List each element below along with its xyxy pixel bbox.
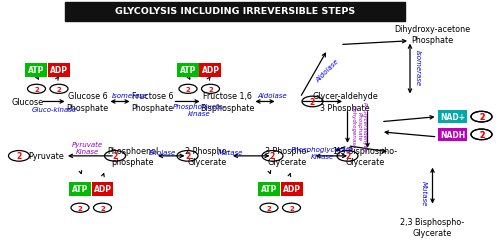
- Text: 2 Phospho-
Glycerate: 2 Phospho- Glycerate: [185, 146, 230, 166]
- Text: Phosphoenol
phosphate: Phosphoenol phosphate: [107, 146, 158, 166]
- FancyBboxPatch shape: [200, 64, 222, 78]
- FancyBboxPatch shape: [69, 182, 91, 196]
- Text: 2: 2: [479, 113, 484, 122]
- Text: 2: 2: [266, 205, 272, 211]
- FancyBboxPatch shape: [65, 3, 405, 21]
- Text: GLYCOLYSIS INCLUDING IRREVERSIBLE STEPS: GLYCOLYSIS INCLUDING IRREVERSIBLE STEPS: [115, 7, 355, 16]
- Text: Phosphoglycerate
Kinase: Phosphoglycerate Kinase: [291, 146, 354, 159]
- Text: 2: 2: [479, 130, 484, 139]
- Text: Fructose 6
Phosphate: Fructose 6 Phosphate: [132, 92, 173, 112]
- Text: ADP: ADP: [50, 66, 68, 75]
- Text: 2: 2: [56, 86, 62, 92]
- Text: Isomerase: Isomerase: [112, 93, 148, 99]
- Text: Aldolase: Aldolase: [315, 58, 340, 83]
- Text: 2: 2: [345, 152, 350, 161]
- FancyBboxPatch shape: [26, 64, 48, 78]
- Text: ADP: ADP: [282, 184, 300, 194]
- Text: 3 Phospho-
Glycerate: 3 Phospho- Glycerate: [265, 146, 310, 166]
- FancyBboxPatch shape: [438, 111, 468, 124]
- Text: NADH: NADH: [440, 130, 465, 139]
- FancyBboxPatch shape: [438, 128, 468, 141]
- Text: 2: 2: [208, 86, 213, 92]
- Text: 2: 2: [185, 152, 190, 161]
- Text: ADP: ADP: [202, 66, 220, 75]
- Text: 2: 2: [34, 86, 39, 92]
- Text: Mutase: Mutase: [421, 180, 427, 205]
- FancyBboxPatch shape: [177, 64, 199, 78]
- Text: 2: 2: [479, 130, 484, 139]
- Text: Pyruvate
Kinase: Pyruvate Kinase: [72, 141, 103, 154]
- Text: 2: 2: [78, 205, 82, 211]
- Text: Phosphofructo-
kinase: Phosphofructo- kinase: [172, 103, 226, 116]
- Text: 2: 2: [270, 152, 275, 161]
- Text: ATP: ATP: [28, 66, 44, 75]
- Text: ATP: ATP: [261, 184, 277, 194]
- Text: Pi Glyceraldehyde
Phosphate
Dehydrogenase: Pi Glyceraldehyde Phosphate Dehydrogenas…: [350, 101, 368, 151]
- FancyBboxPatch shape: [48, 64, 70, 78]
- FancyBboxPatch shape: [280, 182, 302, 196]
- FancyBboxPatch shape: [258, 182, 280, 196]
- FancyBboxPatch shape: [92, 182, 114, 196]
- Text: 1,3 Bisphospho-
Glycerate: 1,3 Bisphospho- Glycerate: [333, 146, 397, 166]
- Text: Glycer-aldehyde
3 Phosphate: Glycer-aldehyde 3 Phosphate: [312, 92, 378, 112]
- Text: 2: 2: [479, 113, 484, 122]
- Text: 2: 2: [112, 152, 117, 161]
- Text: Enolase: Enolase: [149, 149, 176, 155]
- Text: 2: 2: [186, 86, 190, 92]
- Text: Aldolase: Aldolase: [258, 93, 288, 99]
- Text: Glucose: Glucose: [12, 98, 44, 107]
- Text: Mutase: Mutase: [218, 149, 242, 155]
- Text: Isomerase: Isomerase: [414, 50, 420, 86]
- Text: NAD+: NAD+: [440, 113, 465, 122]
- Text: 2: 2: [310, 98, 315, 107]
- Text: Glucose 6
Phosphate: Glucose 6 Phosphate: [66, 92, 108, 112]
- Text: Fructose 1,6
Bisphosphate: Fructose 1,6 Bisphosphate: [200, 92, 254, 112]
- Text: Dihydroxy-acetone
Phosphate: Dihydroxy-acetone Phosphate: [394, 25, 470, 45]
- Text: Pyruvate: Pyruvate: [28, 152, 64, 161]
- Text: Gluco-kinase: Gluco-kinase: [32, 107, 76, 113]
- Text: 2: 2: [289, 205, 294, 211]
- Text: ADP: ADP: [94, 184, 112, 194]
- Text: 2: 2: [100, 205, 105, 211]
- Text: 2,3 Bisphospho-
Glycerate: 2,3 Bisphospho- Glycerate: [400, 217, 464, 237]
- Text: 2: 2: [16, 152, 21, 161]
- Text: ATP: ATP: [72, 184, 88, 194]
- Text: ATP: ATP: [180, 66, 196, 75]
